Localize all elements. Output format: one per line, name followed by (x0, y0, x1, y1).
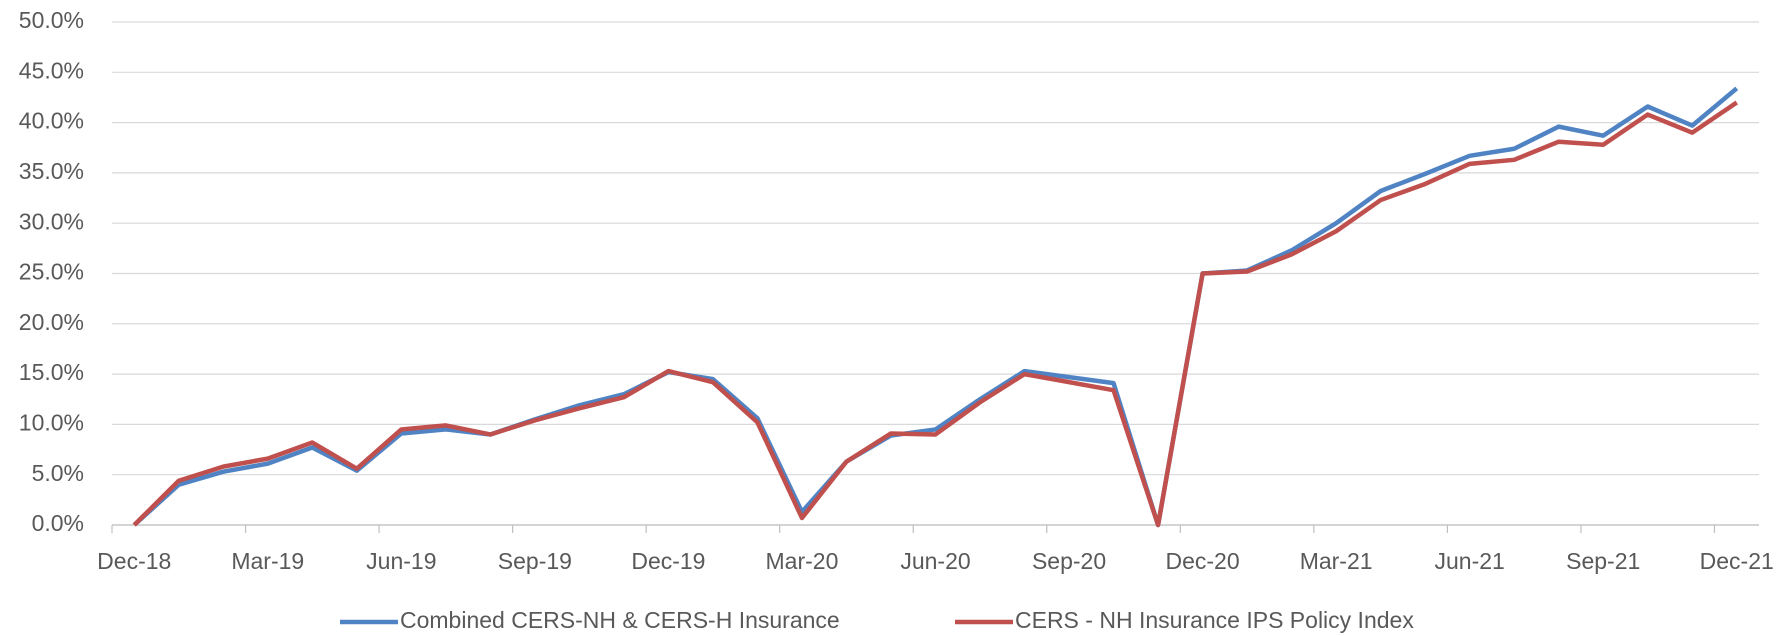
x-tick-label: Sep-20 (1032, 548, 1106, 574)
y-tick-label: 15.0% (19, 359, 84, 385)
y-tick-label: 25.0% (19, 259, 84, 285)
legend-label: Combined CERS-NH & CERS-H Insurance (400, 607, 840, 633)
y-tick-label: 50.0% (19, 7, 84, 33)
x-tick-label: Mar-20 (766, 548, 839, 574)
x-tick-label: Dec-19 (631, 548, 705, 574)
y-tick-label: 10.0% (19, 409, 84, 435)
series-line (132, 86, 1739, 528)
x-tick-label: Dec-21 (1700, 548, 1774, 574)
y-tick-label: 35.0% (19, 158, 84, 184)
series-line (132, 100, 1739, 528)
x-tick-label: Mar-21 (1300, 548, 1373, 574)
x-tick-label: Sep-19 (498, 548, 572, 574)
x-tick-label: Sep-21 (1566, 548, 1640, 574)
y-tick-label: 40.0% (19, 108, 84, 134)
x-tick-label: Jun-19 (366, 548, 436, 574)
x-tick-label: Jun-21 (1434, 548, 1504, 574)
x-tick-label: Mar-19 (231, 548, 304, 574)
x-tick-label: Dec-20 (1166, 548, 1240, 574)
x-tick-label: Dec-18 (97, 548, 171, 574)
y-tick-label: 0.0% (32, 510, 84, 536)
y-tick-label: 20.0% (19, 309, 84, 335)
legend-label: CERS - NH Insurance IPS Policy Index (1015, 607, 1414, 633)
y-tick-label: 5.0% (32, 460, 84, 486)
y-tick-label: 45.0% (19, 57, 84, 83)
x-tick-label: Jun-20 (900, 548, 970, 574)
y-tick-label: 30.0% (19, 208, 84, 234)
